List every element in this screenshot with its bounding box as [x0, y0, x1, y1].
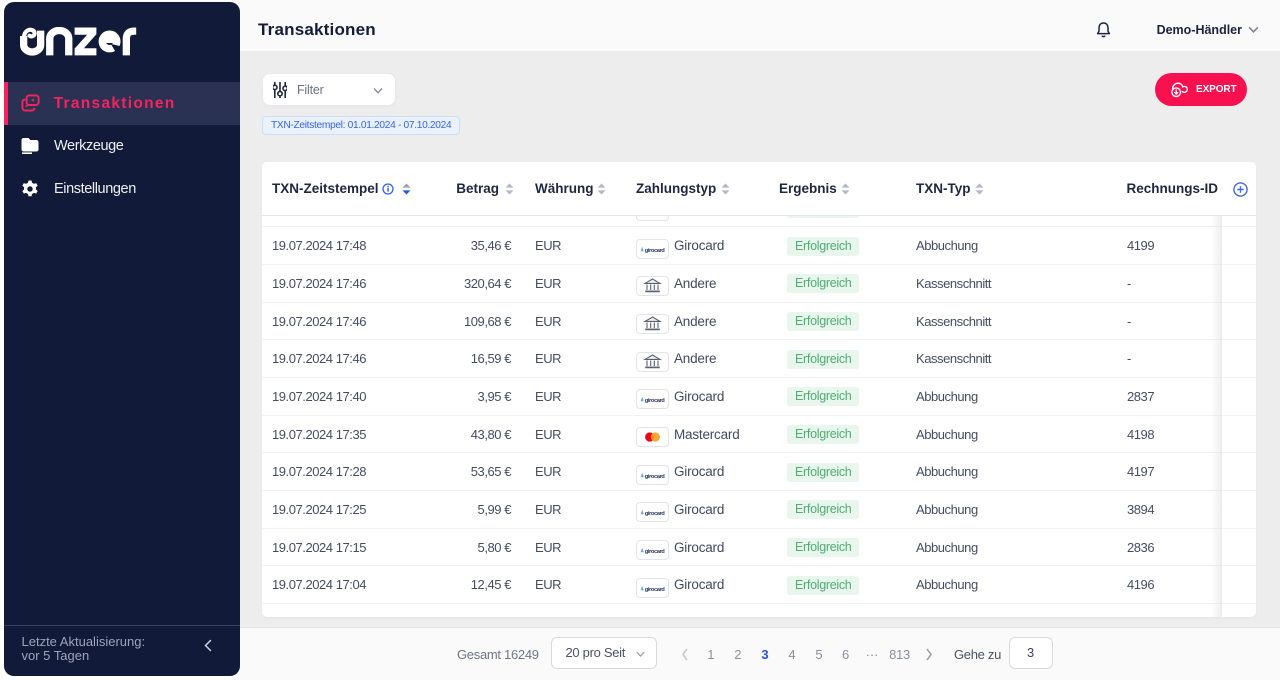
svg-text:girocard: girocard: [645, 399, 666, 405]
svg-text:girocard: girocard: [645, 587, 666, 593]
svg-text:girocard: girocard: [645, 549, 666, 555]
svg-text:girocard: girocard: [645, 512, 666, 518]
svg-text:girocard: girocard: [645, 248, 666, 254]
svg-text:girocard: girocard: [645, 474, 666, 480]
